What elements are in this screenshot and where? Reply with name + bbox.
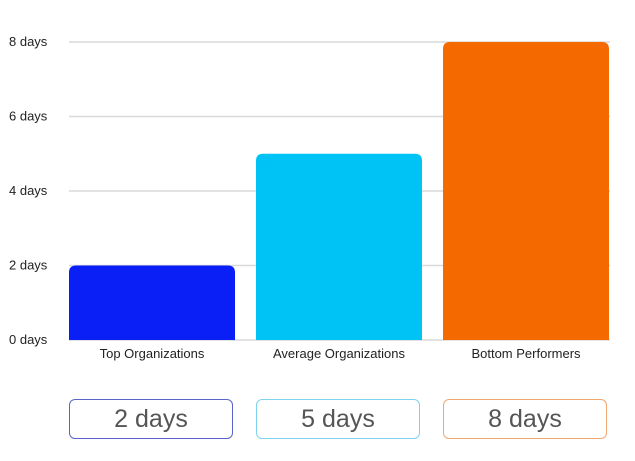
bar-average-organizations	[256, 153, 422, 340]
value-badge-average-organizations: 5 days	[256, 399, 420, 439]
category-labels: Top Organizations Average Organizations Bo…	[100, 346, 581, 361]
y-tick-label: 2 days	[9, 258, 48, 273]
bar-top-organizations	[69, 265, 235, 340]
y-tick-label: 6 days	[9, 109, 48, 124]
category-label: Bottom Performers	[471, 346, 581, 361]
bar-bottom-performers	[443, 42, 609, 340]
bars	[69, 42, 609, 340]
y-tick-label: 8 days	[9, 34, 48, 49]
value-badge-top-organizations: 2 days	[69, 399, 233, 439]
y-axis-ticks: 0 days 2 days 4 days 6 days 8 days	[9, 34, 48, 347]
y-tick-label: 0 days	[9, 332, 48, 347]
category-label: Top Organizations	[100, 346, 205, 361]
y-tick-label: 4 days	[9, 183, 48, 198]
value-badge-bottom-performers: 8 days	[443, 399, 607, 439]
category-label: Average Organizations	[273, 346, 406, 361]
